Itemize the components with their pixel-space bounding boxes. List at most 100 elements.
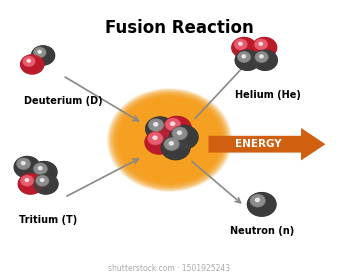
Circle shape [167, 120, 179, 129]
Circle shape [32, 162, 56, 182]
Circle shape [236, 40, 246, 49]
Circle shape [21, 55, 44, 74]
Circle shape [34, 48, 45, 57]
Circle shape [235, 39, 246, 49]
Circle shape [21, 176, 33, 186]
Circle shape [15, 157, 39, 177]
Circle shape [19, 174, 42, 194]
Circle shape [148, 132, 163, 144]
Circle shape [41, 180, 43, 182]
Circle shape [253, 38, 276, 57]
Circle shape [233, 39, 255, 57]
Circle shape [146, 121, 193, 159]
Circle shape [253, 50, 277, 70]
Circle shape [27, 60, 31, 63]
Circle shape [163, 117, 191, 140]
Circle shape [169, 142, 174, 146]
Circle shape [109, 90, 230, 190]
Circle shape [176, 130, 184, 137]
Circle shape [33, 163, 56, 182]
Circle shape [32, 162, 57, 183]
Circle shape [260, 56, 263, 58]
Circle shape [256, 199, 260, 202]
Circle shape [253, 50, 277, 70]
Circle shape [147, 121, 192, 159]
Circle shape [25, 179, 28, 181]
Circle shape [153, 137, 157, 140]
Circle shape [116, 96, 223, 184]
Circle shape [170, 126, 198, 149]
Circle shape [165, 139, 178, 149]
Circle shape [119, 98, 220, 182]
Circle shape [134, 110, 205, 170]
Circle shape [24, 57, 34, 66]
Circle shape [35, 175, 57, 193]
Circle shape [34, 174, 58, 194]
Circle shape [135, 111, 204, 169]
Circle shape [178, 132, 181, 135]
Circle shape [146, 117, 174, 140]
Circle shape [39, 52, 41, 53]
Circle shape [150, 134, 161, 143]
Circle shape [162, 136, 190, 159]
Circle shape [236, 51, 259, 69]
Circle shape [178, 132, 182, 135]
Circle shape [173, 128, 186, 139]
Circle shape [152, 126, 187, 154]
Circle shape [169, 139, 170, 141]
Circle shape [152, 136, 159, 141]
Circle shape [148, 133, 162, 144]
Circle shape [164, 117, 190, 139]
Circle shape [146, 131, 173, 153]
Circle shape [17, 158, 30, 169]
Circle shape [239, 43, 242, 46]
Circle shape [36, 165, 45, 173]
Circle shape [26, 59, 32, 64]
Circle shape [155, 128, 184, 152]
Circle shape [38, 167, 42, 170]
Circle shape [252, 196, 264, 206]
Circle shape [146, 117, 174, 141]
Circle shape [233, 38, 256, 57]
Circle shape [111, 92, 228, 188]
Circle shape [39, 168, 42, 170]
Circle shape [24, 178, 31, 184]
Circle shape [239, 43, 242, 45]
Circle shape [21, 176, 34, 186]
Circle shape [153, 123, 159, 127]
Circle shape [39, 178, 46, 184]
Circle shape [129, 107, 210, 173]
Circle shape [21, 55, 43, 73]
Circle shape [170, 125, 198, 149]
Circle shape [34, 164, 46, 174]
Circle shape [25, 179, 29, 183]
Circle shape [252, 196, 263, 205]
Circle shape [154, 137, 157, 140]
Circle shape [146, 117, 174, 140]
Circle shape [163, 116, 191, 140]
Circle shape [171, 127, 197, 148]
Circle shape [253, 197, 262, 205]
Circle shape [258, 53, 266, 60]
Circle shape [242, 55, 245, 58]
Circle shape [253, 38, 276, 57]
Circle shape [259, 43, 263, 46]
Circle shape [147, 118, 173, 139]
Circle shape [34, 174, 58, 194]
Circle shape [253, 50, 277, 70]
Circle shape [15, 157, 40, 178]
Circle shape [232, 38, 256, 58]
Circle shape [260, 55, 263, 58]
Text: ENERGY: ENERGY [235, 139, 281, 149]
Circle shape [252, 38, 277, 58]
Circle shape [251, 195, 264, 206]
Circle shape [154, 123, 158, 126]
Circle shape [156, 129, 183, 151]
Circle shape [151, 121, 161, 129]
Circle shape [162, 136, 190, 159]
Circle shape [22, 176, 32, 185]
Circle shape [131, 108, 208, 172]
Circle shape [172, 123, 174, 126]
Circle shape [170, 142, 173, 145]
Circle shape [238, 52, 251, 62]
